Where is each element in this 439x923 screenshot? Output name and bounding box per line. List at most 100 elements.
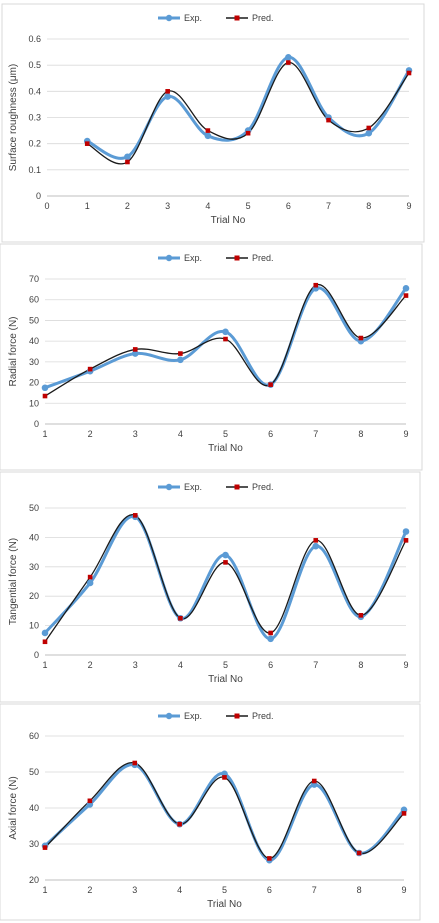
y-tick-label: 40 [29, 336, 39, 346]
x-tick-label: 4 [178, 429, 183, 439]
y-tick-label: 20 [29, 591, 39, 601]
y-tick-label: 0 [36, 191, 41, 201]
pred-point [87, 798, 93, 804]
pred-point [311, 778, 317, 784]
x-tick-label: 7 [326, 201, 331, 211]
x-axis-title: Trial No [208, 674, 243, 685]
x-tick-label: 8 [358, 660, 363, 670]
x-tick-label: 1 [85, 201, 90, 211]
pred-point [267, 856, 272, 861]
pred-point [222, 775, 227, 780]
x-tick-label: 9 [403, 660, 408, 670]
x-tick-label: 2 [88, 429, 93, 439]
legend-exp-marker [165, 14, 173, 22]
x-tick-label: 6 [268, 429, 273, 439]
legend-exp-label: Exp. [184, 253, 202, 263]
x-tick-label: 0 [44, 201, 49, 211]
y-axis-title: Surface roughness (μm) [8, 64, 19, 171]
x-tick-label: 3 [133, 429, 138, 439]
x-tick-label: 5 [223, 429, 228, 439]
series-exp-line [86, 55, 411, 160]
pred-point [245, 130, 251, 136]
y-tick-label: 0 [34, 419, 39, 429]
x-tick-label: 9 [401, 885, 406, 895]
y-axis-title: Radial force (N) [8, 316, 19, 386]
exp-point [164, 93, 171, 100]
y-tick-label: 20 [29, 875, 39, 885]
exp-point [267, 635, 274, 643]
chart-frame [0, 703, 421, 921]
x-tick-label: 1 [42, 660, 47, 670]
pred-point [125, 159, 130, 165]
chart-panel-4: 20 30 40 50 60 1 2 3 4 5 6 7 8 9 Trial No Axial force (… [0, 703, 421, 921]
exp-point [222, 328, 229, 336]
x-tick-label: 7 [312, 885, 317, 895]
pred-point [42, 845, 48, 850]
pred-point [87, 366, 93, 372]
x-tick-label: 6 [286, 201, 291, 211]
y-tick-label: 40 [29, 803, 39, 813]
exp-point [204, 132, 212, 140]
exp-point [312, 542, 320, 550]
x-tick-label: 2 [125, 201, 130, 211]
y-tick-label: 20 [29, 378, 39, 388]
y-tick-label: 0 [34, 650, 39, 660]
pred-point [178, 615, 183, 621]
x-tick-label: 2 [87, 885, 92, 895]
chart-panel-1: 0 0.1 0.2 0.3 0.4 0.5 0.6 0 1 2 3 4 5 6 7 8 9 Trial No Sur… [1, 3, 425, 243]
pred-point [177, 821, 182, 827]
legend-pred-marker [234, 713, 240, 719]
x-tick-label: 6 [267, 885, 272, 895]
x-axis-title: Trial No [208, 443, 243, 454]
pred-point [132, 347, 138, 352]
pred-point [84, 141, 90, 146]
pred-point [223, 336, 228, 342]
pred-point [42, 393, 48, 399]
pred-point [366, 125, 372, 131]
series-exp-line [44, 286, 408, 390]
x-tick-label: 8 [366, 201, 371, 211]
pred-point [42, 639, 48, 645]
legend-exp-label: Exp. [184, 13, 202, 23]
exp-point [222, 551, 229, 559]
x-axis-title: Trial No [207, 899, 242, 910]
pred-point [132, 760, 138, 766]
x-tick-label: 1 [42, 885, 47, 895]
x-tick-label: 4 [178, 660, 183, 670]
y-tick-label: 60 [29, 295, 39, 305]
pred-point [132, 513, 138, 518]
y-tick-label: 50 [29, 767, 39, 777]
exp-point [124, 153, 131, 161]
x-tick-label: 3 [132, 885, 137, 895]
x-axis-title: Trial No [211, 215, 246, 226]
x-tick-label: 5 [223, 660, 228, 670]
y-tick-label: 30 [29, 357, 39, 367]
y-tick-label: 0.3 [28, 113, 41, 123]
chart-panel-3: 0 10 20 30 40 50 1 2 3 4 5 6 7 8 9 Trial No Tangential f… [0, 471, 421, 703]
y-tick-label: 30 [29, 562, 39, 572]
exp-point [285, 54, 292, 61]
exp-point [402, 528, 410, 535]
legend-pred-marker [234, 255, 240, 261]
x-tick-label: 5 [222, 885, 227, 895]
legend-exp-label: Exp. [184, 482, 202, 492]
x-tick-label: 9 [403, 429, 408, 439]
y-tick-label: 60 [29, 731, 39, 741]
legend-pred-label: Pred. [252, 13, 274, 23]
y-tick-label: 40 [29, 532, 39, 542]
legend-pred-marker [234, 15, 240, 21]
pred-point [326, 117, 331, 123]
x-tick-label: 4 [205, 201, 210, 211]
pred-point [286, 60, 291, 65]
x-tick-label: 2 [88, 660, 93, 670]
pred-point [358, 335, 364, 341]
legend: Exp. Pred. [158, 711, 274, 721]
legend: Exp. Pred. [158, 13, 274, 23]
pred-point [358, 613, 364, 618]
series-pred-line [44, 762, 405, 860]
pred-point [268, 382, 273, 387]
pred-point [313, 282, 319, 288]
legend: Exp. Pred. [158, 253, 274, 263]
x-tick-label: 6 [268, 660, 273, 670]
